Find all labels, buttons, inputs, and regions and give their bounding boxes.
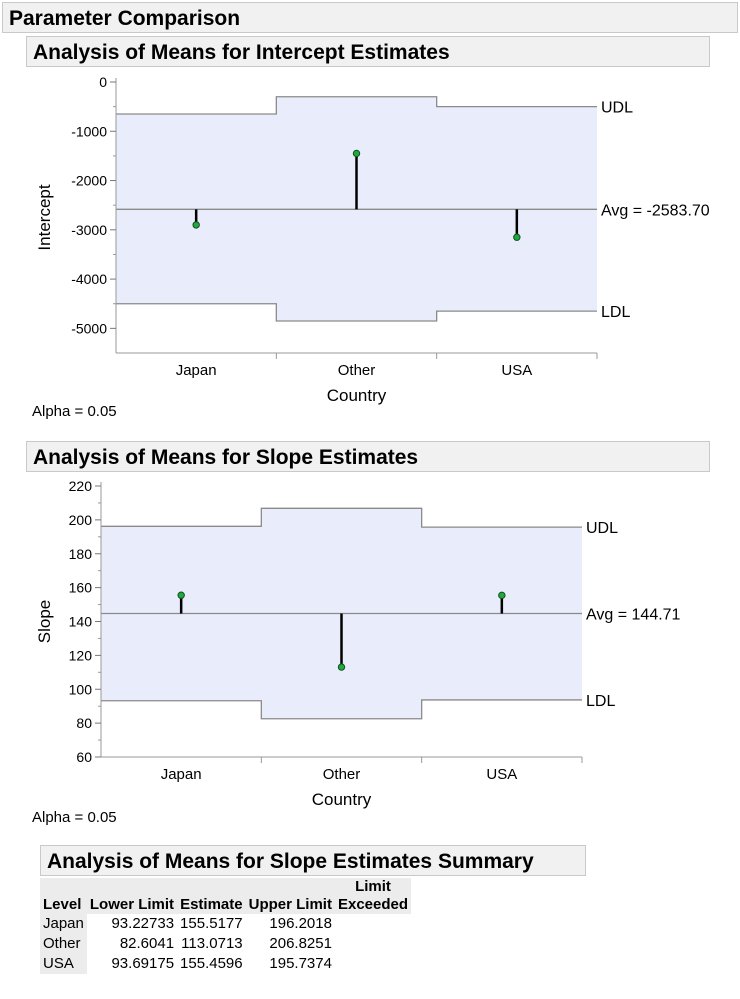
table-row: USA 93.69175 155.4596 195.7374: [40, 954, 412, 974]
estimate-point: [498, 591, 506, 600]
cell-estimate: 155.4596: [177, 954, 246, 974]
x-tick-label: Japan: [176, 362, 217, 379]
header-lower-limit: Lower Limit: [86, 878, 178, 914]
cell-lower: 93.69175: [86, 954, 178, 974]
table-row: Japan 93.22733 155.5177 196.2018: [40, 914, 412, 934]
y-tick-label: 200: [69, 512, 93, 528]
cell-upper: 196.2018: [245, 914, 335, 934]
x-tick-label: Other: [323, 766, 361, 783]
table-row: Other 82.6041 113.0713 206.8251: [40, 934, 412, 954]
ldl-label: LDL: [586, 693, 615, 710]
x-tick-label: USA: [501, 362, 532, 379]
cell-lower: 82.6041: [86, 934, 178, 954]
udl-line: [116, 96, 597, 115]
x-axis-title: Country: [327, 386, 387, 405]
ldl-line: [116, 303, 597, 322]
x-axis-title: Country: [312, 790, 372, 809]
avg-label: Avg = 144.71: [586, 607, 681, 624]
ldl-line: [101, 699, 582, 720]
y-tick-label: -1000: [71, 123, 107, 139]
slope-chart: UDL Avg = 144.71 LDL 220 200 180 160 140 120 100 8…: [35, 478, 681, 809]
cell-upper: 206.8251: [245, 934, 335, 954]
y-tick-label: -3000: [71, 222, 107, 238]
y-tick-label: 100: [69, 681, 93, 697]
chart-title-intercept: Analysis of Means for Intercept Estimate…: [26, 36, 710, 67]
y-tick-label: 180: [69, 546, 93, 562]
y-tick-label: 80: [76, 715, 92, 731]
udl-label: UDL: [586, 520, 618, 537]
y-tick-label: -5000: [71, 320, 107, 336]
cell-estimate: 155.5177: [177, 914, 246, 934]
summary-title: Analysis of Means for Slope Estimates Su…: [40, 845, 586, 876]
cell-exceeded: [334, 934, 412, 954]
intercept-chart: UDL Avg = -2583.70 LDL 0 -1000 -2000 -3000 -400…: [35, 74, 710, 405]
summary-table: Level Lower Limit Estimate Upper Limit L…: [40, 878, 412, 974]
x-tick-label: USA: [486, 766, 517, 783]
cell-exceeded: [334, 914, 412, 934]
y-tick-label: 140: [69, 614, 93, 630]
y-tick-label: 120: [69, 647, 93, 663]
y-tick-label: 220: [69, 478, 93, 494]
header-estimate: Estimate: [177, 878, 246, 914]
y-tick-label: -4000: [71, 271, 107, 287]
x-tick-label: Other: [338, 362, 376, 379]
estimate-point: [352, 149, 361, 158]
y-tick-label: 60: [76, 749, 92, 765]
y-axis-title: Intercept: [35, 184, 54, 250]
y-axis-title: Slope: [35, 600, 54, 643]
estimate-point: [513, 233, 521, 241]
header-upper-limit: Upper Limit: [245, 878, 335, 914]
cell-exceeded: [334, 954, 412, 974]
header-level: Level: [40, 878, 87, 914]
estimate-point: [337, 663, 346, 671]
avg-label: Avg = -2583.70: [601, 202, 710, 219]
x-tick-label: Japan: [161, 766, 202, 783]
cell-upper: 195.7374: [245, 954, 335, 974]
cell-lower: 93.22733: [86, 914, 178, 934]
y-tick-label: 0: [99, 74, 107, 90]
cell-level: Other: [40, 934, 87, 954]
alpha-label-slope: Alpha = 0.05: [32, 809, 117, 826]
cell-level: Japan: [40, 914, 87, 934]
alpha-label-intercept: Alpha = 0.05: [32, 403, 117, 420]
header-limit: Limit: [334, 878, 412, 896]
ldl-label: LDL: [601, 304, 630, 321]
y-tick-label: 160: [69, 580, 93, 596]
estimate-point: [192, 221, 200, 229]
header-exceeded: Exceeded: [334, 896, 412, 914]
cell-estimate: 113.0713: [177, 934, 246, 954]
y-tick-label: -2000: [71, 173, 107, 189]
page-title: Parameter Comparison: [2, 2, 738, 33]
udl-label: UDL: [601, 100, 633, 117]
udl-line: [101, 507, 582, 528]
chart-title-slope: Analysis of Means for Slope Estimates: [26, 441, 710, 472]
estimate-point: [177, 591, 185, 599]
cell-level: USA: [40, 954, 87, 974]
